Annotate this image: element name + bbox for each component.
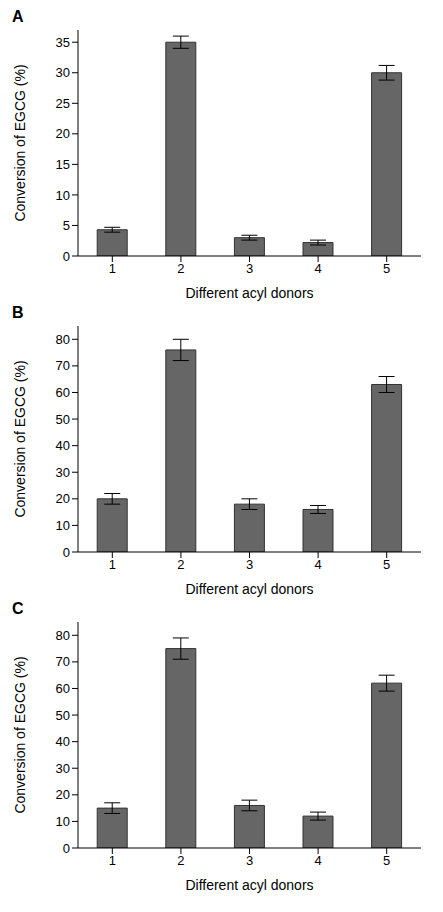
- svg-text:Conversion of EGCG (%): Conversion of EGCG (%): [12, 360, 28, 517]
- svg-text:4: 4: [314, 557, 321, 572]
- svg-text:60: 60: [56, 681, 70, 696]
- svg-text:40: 40: [56, 438, 70, 453]
- svg-text:50: 50: [56, 412, 70, 427]
- html-text:B: B: [12, 304, 24, 321]
- html-text:A: A: [12, 8, 24, 25]
- svg-text:20: 20: [56, 787, 70, 802]
- svg-text:50: 50: [56, 708, 70, 723]
- svg-text:10: 10: [56, 814, 70, 829]
- svg-text:Conversion of EGCG (%): Conversion of EGCG (%): [12, 656, 28, 813]
- svg-text:80: 80: [56, 628, 70, 643]
- svg-text:30: 30: [56, 465, 70, 480]
- html-text:C: C: [12, 600, 24, 617]
- svg-text:Different acyl donors: Different acyl donors: [185, 581, 313, 597]
- svg-text:3: 3: [246, 557, 253, 572]
- svg-text:Conversion of EGCG (%): Conversion of EGCG (%): [12, 64, 28, 221]
- svg-text:0: 0: [63, 841, 70, 856]
- svg-text:5: 5: [383, 261, 390, 276]
- svg-text:1: 1: [109, 853, 116, 868]
- svg-text:3: 3: [246, 853, 253, 868]
- svg-text:4: 4: [314, 853, 321, 868]
- svg-text:80: 80: [56, 332, 70, 347]
- svg-text:Different acyl donors: Different acyl donors: [185, 285, 313, 301]
- svg-text:3: 3: [246, 261, 253, 276]
- svg-text:10: 10: [56, 188, 70, 203]
- svg-text:5: 5: [383, 853, 390, 868]
- svg-text:5: 5: [63, 218, 70, 233]
- svg-text:1: 1: [109, 261, 116, 276]
- svg-text:2: 2: [177, 853, 184, 868]
- svg-text:60: 60: [56, 385, 70, 400]
- svg-text:70: 70: [56, 654, 70, 669]
- svg-text:2: 2: [177, 557, 184, 572]
- svg-text:4: 4: [314, 261, 321, 276]
- svg-text:35: 35: [56, 35, 70, 50]
- svg-text:15: 15: [56, 157, 70, 172]
- svg-text:30: 30: [56, 65, 70, 80]
- svg-text:1: 1: [109, 557, 116, 572]
- svg-text:25: 25: [56, 96, 70, 111]
- svg-text:5: 5: [383, 557, 390, 572]
- svg-text:2: 2: [177, 261, 184, 276]
- svg-text:20: 20: [56, 126, 70, 141]
- svg-text:10: 10: [56, 518, 70, 533]
- svg-text:40: 40: [56, 734, 70, 749]
- svg-text:0: 0: [63, 249, 70, 264]
- svg-text:30: 30: [56, 761, 70, 776]
- svg-text:Different acyl donors: Different acyl donors: [185, 877, 313, 893]
- svg-text:20: 20: [56, 491, 70, 506]
- svg-text:0: 0: [63, 545, 70, 560]
- svg-text:70: 70: [56, 358, 70, 373]
